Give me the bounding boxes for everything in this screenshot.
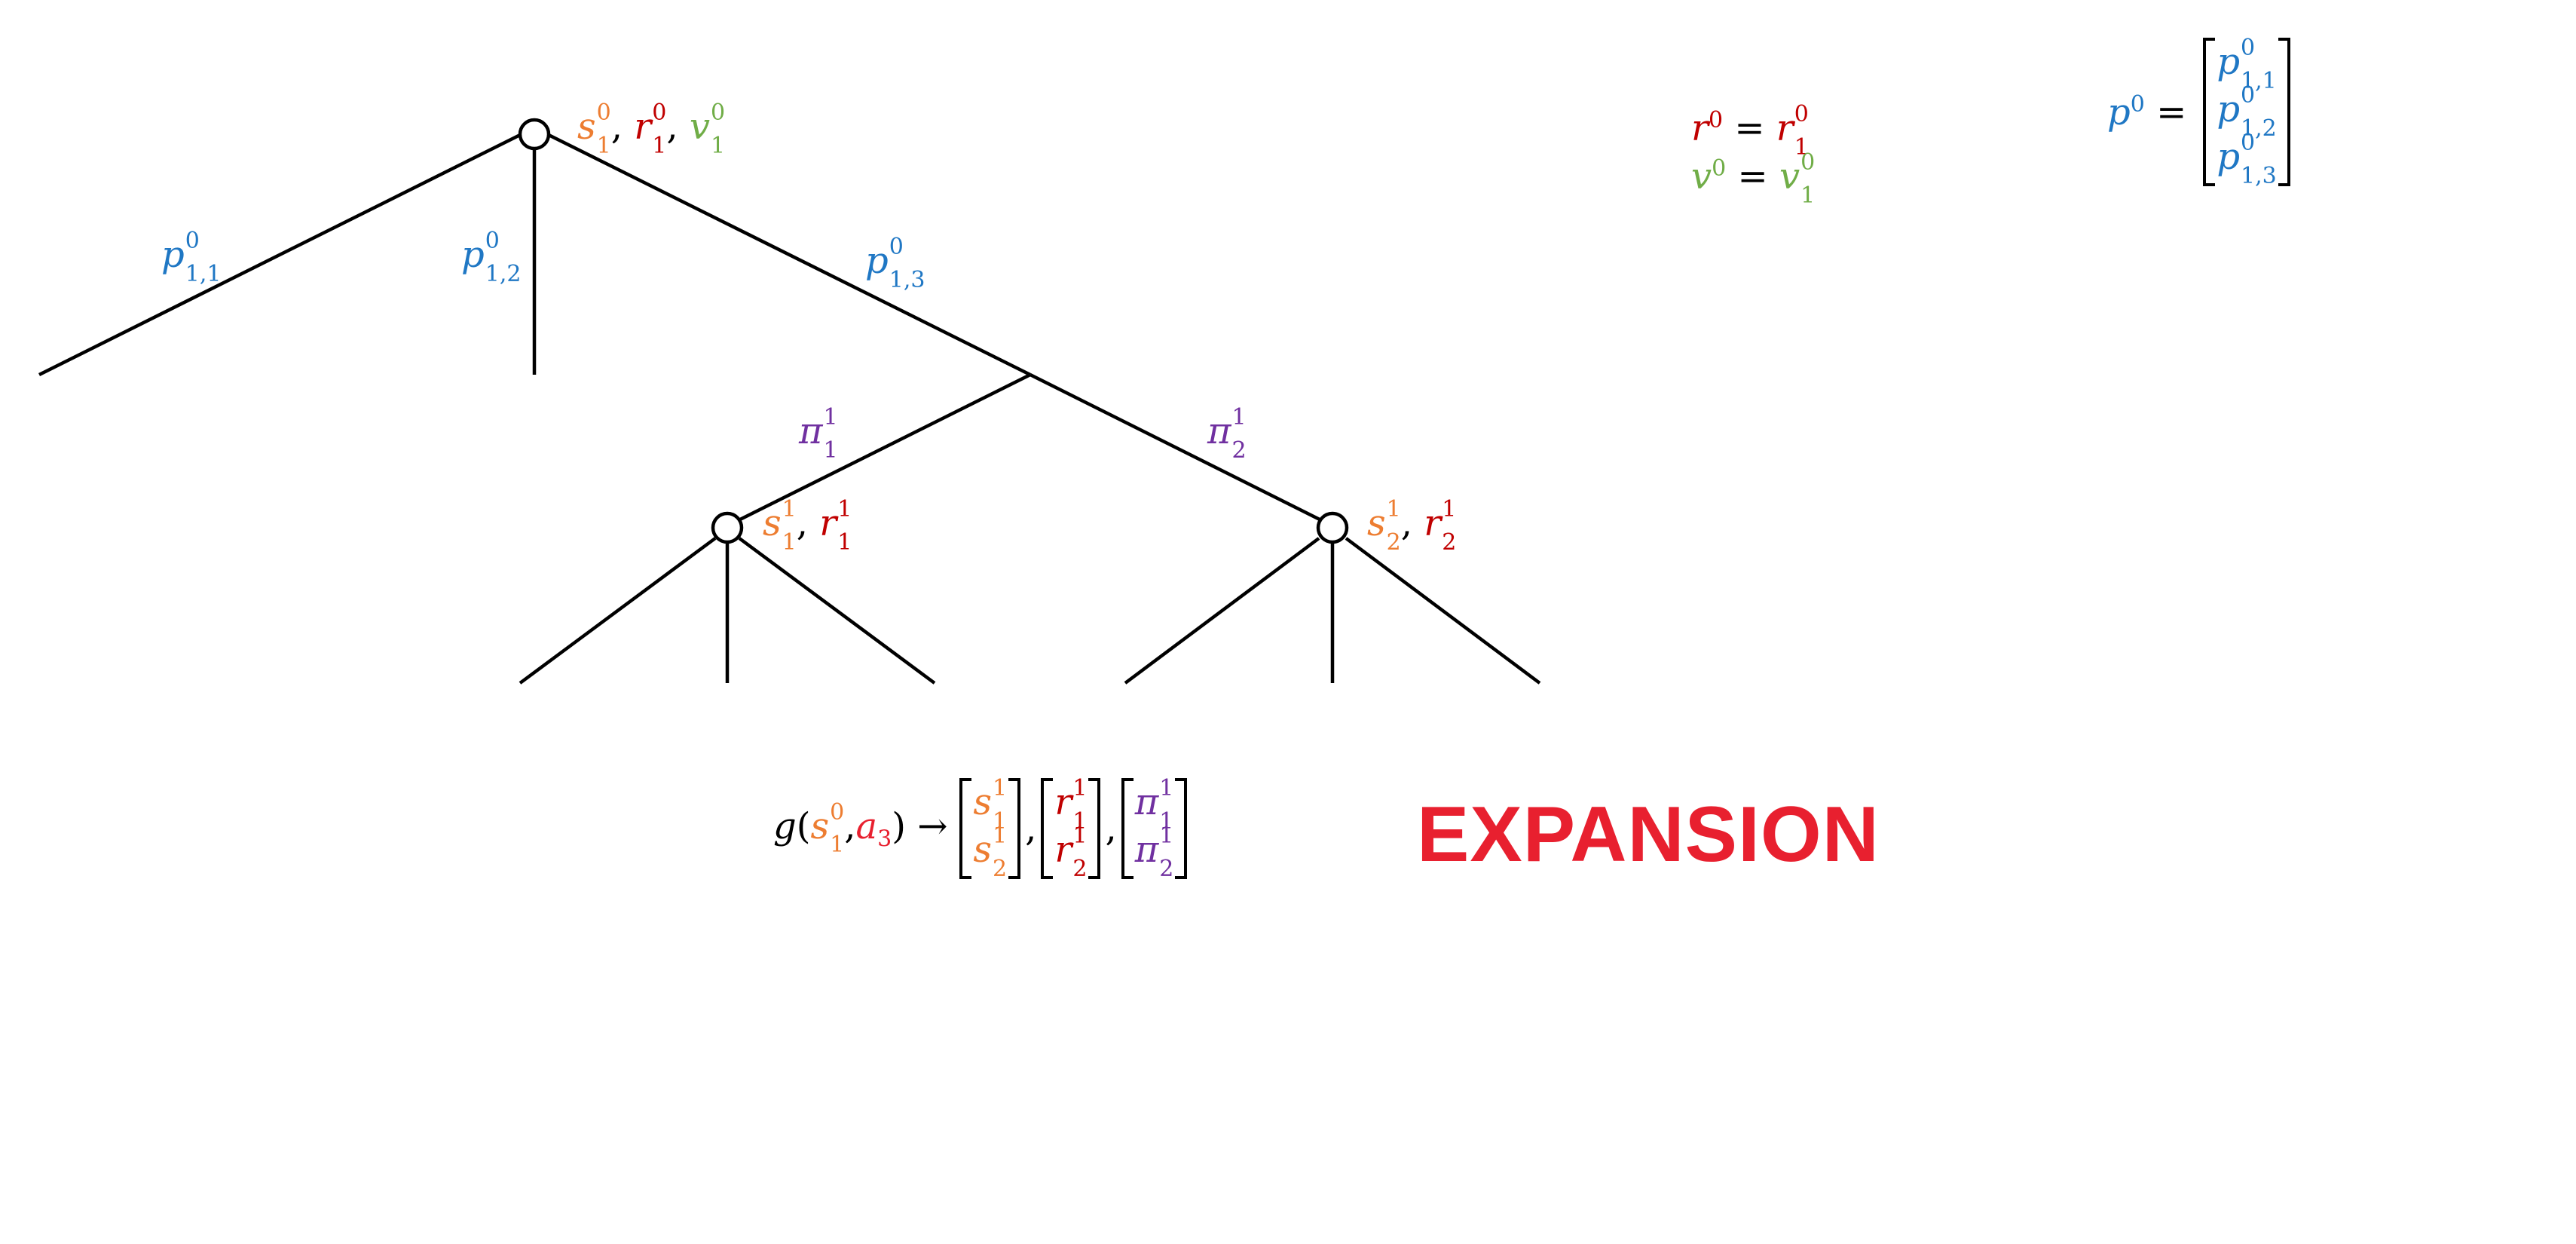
child1-node: [711, 511, 744, 544]
dynamics-function-call: g(s 0 1 ,a3) →: [773, 798, 948, 858]
p-vector-entry: p 0 1,2: [2217, 82, 2277, 142]
p-vector-equation: p0 = p 0 1,1 p 0 1,2 p 0 1,3: [2107, 35, 2290, 189]
edge-label-p12: p 0 1,2: [461, 228, 522, 287]
edge-label-p11: p 0 1,1: [161, 228, 222, 287]
edge-root-right: [546, 132, 1032, 377]
edge-child1-left: [519, 537, 717, 685]
edge-branch-to-child2: [1029, 372, 1321, 522]
diagram-title: EXPANSION: [1417, 791, 1880, 878]
edge-root-left: [38, 132, 523, 377]
p-vector-matrix: p 0 1,1 p 0 1,2 p 0 1,3: [2203, 35, 2290, 189]
root-node: [518, 118, 551, 151]
p-vector-lhs: p0 =: [2107, 91, 2187, 133]
comma: ,: [1025, 807, 1037, 850]
edge-branch-to-child1: [737, 372, 1032, 522]
comma: ,: [1105, 807, 1117, 850]
edge-child1-right: [738, 537, 936, 685]
child2-node: [1316, 511, 1349, 544]
p-vector-entry: p 0 1,3: [2217, 130, 2277, 189]
edge-child2-left: [1124, 537, 1320, 685]
edge-label-p13: p 0 1,3: [865, 234, 925, 293]
tree-edges: [38, 132, 1541, 685]
edge-child2-right: [1345, 537, 1541, 685]
p-vector-entry: p 0 1,1: [2217, 35, 2277, 94]
